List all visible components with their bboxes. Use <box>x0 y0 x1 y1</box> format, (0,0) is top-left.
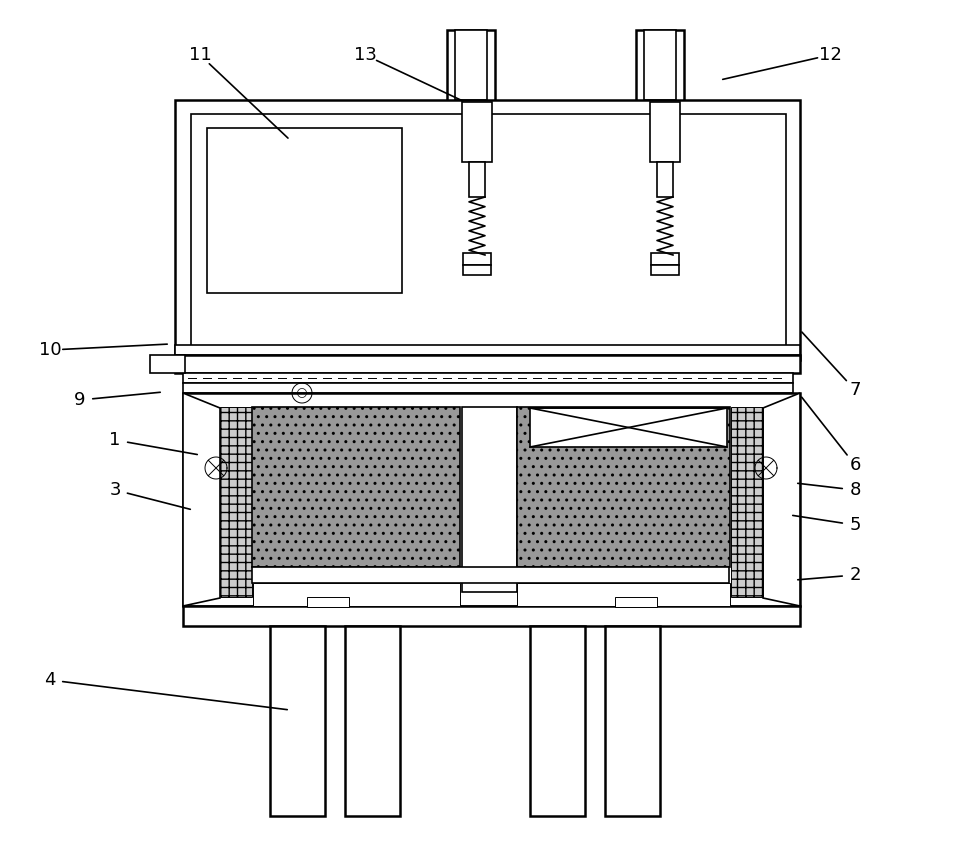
Bar <box>252 407 460 567</box>
Bar <box>253 583 460 606</box>
Bar <box>191 114 786 356</box>
Text: 8: 8 <box>849 481 861 499</box>
Bar <box>605 626 660 816</box>
Text: 11: 11 <box>189 46 211 64</box>
Bar <box>463 265 491 275</box>
Bar <box>207 128 402 293</box>
Bar <box>220 407 252 597</box>
Bar <box>447 30 495 102</box>
Bar <box>650 102 680 162</box>
Bar <box>183 393 800 606</box>
Bar <box>183 373 793 383</box>
Bar <box>183 383 793 393</box>
Text: 7: 7 <box>849 381 861 399</box>
Bar <box>462 102 492 162</box>
Bar <box>651 265 679 275</box>
Text: 6: 6 <box>849 456 861 474</box>
Bar <box>615 597 657 607</box>
Bar <box>183 606 800 626</box>
Polygon shape <box>530 408 727 447</box>
Bar <box>463 253 491 265</box>
Text: 4: 4 <box>45 671 56 689</box>
Bar <box>657 162 673 197</box>
Bar <box>644 30 676 100</box>
Bar <box>651 253 679 265</box>
Bar <box>252 567 729 583</box>
Text: 3: 3 <box>109 481 121 499</box>
Bar <box>455 30 487 100</box>
Text: 5: 5 <box>849 516 861 534</box>
Bar <box>469 162 485 197</box>
Text: 13: 13 <box>353 46 377 64</box>
Bar <box>150 355 185 373</box>
Bar <box>636 30 684 102</box>
Polygon shape <box>763 393 800 606</box>
Text: 1: 1 <box>109 431 121 449</box>
Text: 2: 2 <box>849 566 861 584</box>
Polygon shape <box>183 393 220 606</box>
Bar <box>731 407 763 597</box>
Bar <box>307 597 349 607</box>
Bar <box>175 345 800 355</box>
Bar <box>345 626 400 816</box>
Text: 12: 12 <box>819 46 841 64</box>
Bar <box>517 583 730 606</box>
Bar <box>530 626 585 816</box>
Bar <box>517 407 730 567</box>
Text: 10: 10 <box>39 341 61 359</box>
Bar <box>270 626 325 816</box>
Text: 9: 9 <box>75 391 86 409</box>
Bar <box>175 355 800 373</box>
Bar <box>462 407 517 592</box>
Bar <box>175 100 800 360</box>
